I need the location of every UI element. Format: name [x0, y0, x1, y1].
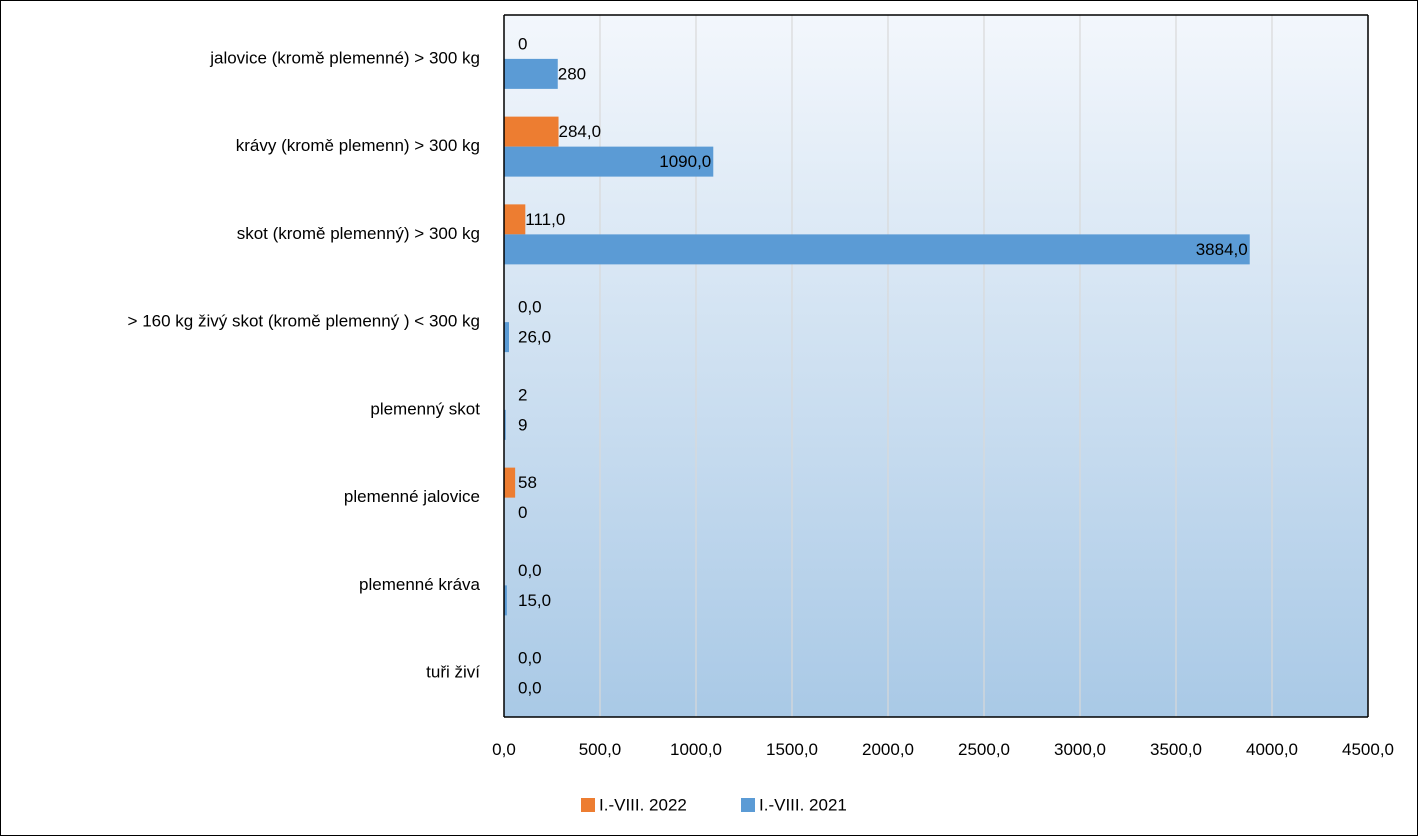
- data-label: 0,0: [518, 561, 542, 580]
- x-tick-label: 500,0: [579, 740, 622, 759]
- bar-series-2021: [504, 234, 1250, 265]
- bar-series-2022: [504, 116, 559, 147]
- x-tick-label: 0,0: [492, 740, 516, 759]
- category-label: skot (kromě plemenný) > 300 kg: [237, 224, 480, 243]
- legend-swatch: [581, 798, 595, 812]
- bar-series-2021: [504, 58, 558, 89]
- data-label: 0,0: [518, 298, 542, 317]
- plot-background: [504, 15, 1368, 717]
- x-tick-label: 1500,0: [766, 740, 818, 759]
- bars: [504, 58, 1250, 616]
- legend-label: I.-VIII. 2021: [759, 795, 847, 814]
- legend: I.-VIII. 2022 I.-VIII. 2021: [581, 795, 847, 814]
- data-label: 15,0: [518, 591, 551, 610]
- data-label: 0,0: [518, 679, 542, 698]
- data-label: 3884,0: [1196, 240, 1248, 259]
- bar-series-2021: [504, 146, 714, 177]
- category-label: > 160 kg živý skot (kromě plemenný ) < 3…: [128, 312, 480, 331]
- x-tick-label: 2000,0: [862, 740, 914, 759]
- plot-area: [504, 15, 1368, 717]
- data-label: 58: [518, 473, 537, 492]
- data-label: 26,0: [518, 328, 551, 347]
- data-label: 111,0: [525, 210, 565, 229]
- bar-series-2021: [504, 585, 507, 616]
- category-label: plemenné kráva: [359, 575, 481, 594]
- category-label: krávy (kromě plemenn) > 300 kg: [236, 136, 480, 155]
- data-label: 0: [518, 503, 527, 522]
- bar-series-2022: [504, 467, 516, 498]
- x-tick-label: 2500,0: [958, 740, 1010, 759]
- data-label: 0,0: [518, 649, 542, 668]
- legend-swatch: [741, 798, 755, 812]
- category-label: jalovice (kromě plemenné) > 300 kg: [209, 48, 480, 67]
- bar-series-2021: [504, 322, 509, 353]
- legend-label: I.-VIII. 2022: [599, 795, 687, 814]
- data-label: 0: [518, 34, 527, 53]
- category-label: plemenné jalovice: [344, 487, 480, 506]
- x-tick-label: 3500,0: [1150, 740, 1202, 759]
- category-label: plemenný skot: [370, 399, 480, 418]
- category-label: tuři živí: [426, 663, 480, 682]
- data-label: 284,0: [559, 122, 602, 141]
- bar-series-2021: [504, 409, 506, 440]
- axes: 0,0 500,0 1000,0 1500,0 2000,0 2500,0 3000,0 35…: [492, 14, 1394, 759]
- x-tick-label: 4500,0: [1342, 740, 1394, 759]
- data-label: 1090,0: [659, 152, 711, 171]
- x-tick-label: 4000,0: [1246, 740, 1298, 759]
- data-label: 9: [518, 415, 527, 434]
- data-label: 2: [518, 385, 527, 404]
- data-label: 280: [558, 64, 586, 83]
- bar-series-2022: [504, 204, 526, 235]
- data-labels: jalovice (kromě plemenné) > 300 kg krávy …: [128, 34, 1248, 697]
- x-tick-label: 3000,0: [1054, 740, 1106, 759]
- x-tick-label: 1000,0: [670, 740, 722, 759]
